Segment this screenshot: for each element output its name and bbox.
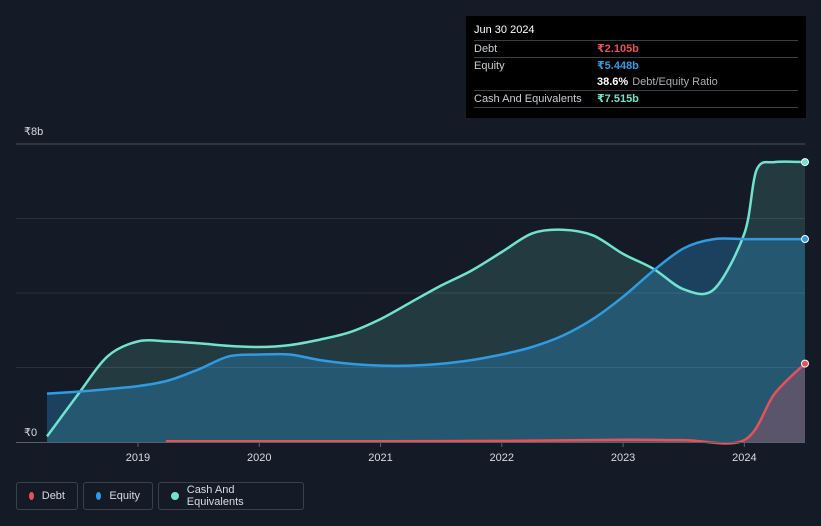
- tooltip-cash-row: Cash And Equivalents ₹7.515b: [474, 90, 798, 108]
- tooltip-date: Jun 30 2024: [474, 24, 535, 36]
- x-tick-label: 2022: [490, 452, 514, 464]
- y-axis-min-label: ₹0: [24, 427, 37, 439]
- legend-debt-dot-icon: [29, 492, 34, 500]
- legend-debt[interactable]: Debt: [16, 482, 78, 510]
- debt-end-marker: [801, 359, 809, 368]
- equity-line: [46, 237, 805, 395]
- legend-cash-dot-icon: [171, 492, 179, 500]
- x-tick-label: 2019: [126, 452, 150, 464]
- debt-line: [165, 362, 806, 445]
- legend-cash-label: Cash And Equivalents: [186, 484, 244, 508]
- x-axis: 2019 2020 2021 2022 2023 2024: [16, 442, 805, 464]
- tooltip-equity-label: Equity: [474, 60, 505, 72]
- equity-end-marker: [801, 235, 809, 244]
- y-axis-max-label: ₹8b: [24, 126, 43, 138]
- tooltip-cash-value: ₹7.515b: [597, 93, 639, 105]
- legend-equity-label: Equity: [109, 490, 140, 502]
- gridlines: [16, 143, 805, 368]
- cash-line: [46, 160, 806, 438]
- legend-debt-label: Debt: [41, 490, 65, 502]
- legend-cash[interactable]: Cash And Equivalents: [158, 482, 304, 510]
- tooltip-debt-row: Debt ₹2.105b: [474, 40, 798, 57]
- legend-equity-dot-icon: [96, 492, 102, 500]
- tooltip-cash-label: Cash And Equivalents: [474, 93, 582, 105]
- legend-equity[interactable]: Equity: [83, 482, 153, 510]
- x-tick-label: 2021: [368, 452, 392, 464]
- cash-area: [47, 161, 805, 443]
- tooltip-equity-value: ₹5.448b: [597, 60, 639, 72]
- series-areas: [47, 161, 806, 444]
- x-tick-label: 2020: [247, 452, 271, 464]
- tooltip-ratio-row: 38.6% Debt/Equity Ratio: [474, 74, 798, 90]
- tooltip-debt-label: Debt: [474, 43, 498, 55]
- tooltip-ratio-value: 38.6%: [597, 76, 629, 88]
- series-lines: [46, 160, 806, 445]
- x-tick-label: 2023: [611, 452, 635, 464]
- tooltip-debt-value: ₹2.105b: [597, 43, 639, 55]
- tooltip-ratio-label: Debt/Equity Ratio: [632, 76, 718, 88]
- series-end-markers: [801, 158, 809, 368]
- cash-end-marker: [801, 158, 809, 167]
- equity-area: [47, 238, 805, 442]
- tooltip-panel: Jun 30 2024 Debt ₹2.105b Equity ₹5.448b …: [466, 16, 806, 118]
- tooltip-equity-row: Equity ₹5.448b: [474, 57, 798, 74]
- x-tick-label: 2024: [732, 452, 756, 464]
